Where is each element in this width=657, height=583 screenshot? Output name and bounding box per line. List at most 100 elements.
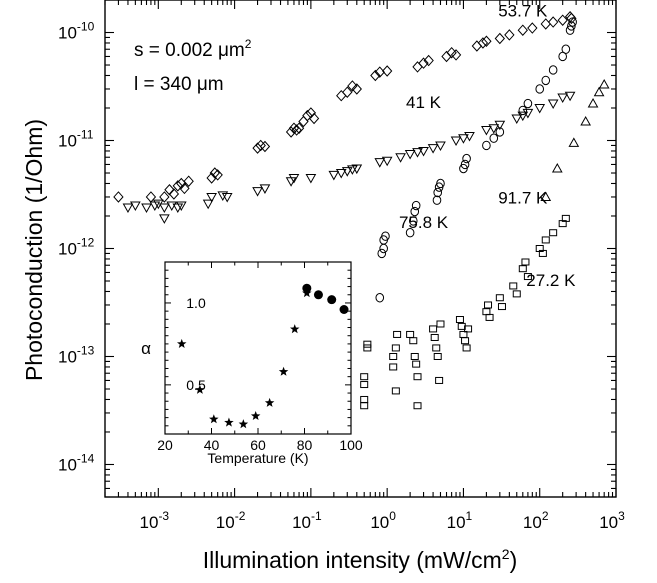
x-tick-label: 102 <box>523 509 549 532</box>
data-point-diamond <box>179 182 190 195</box>
data-point-diamond <box>209 167 220 179</box>
area-annotation: s = 0.002 μm2 <box>134 37 252 61</box>
data-point-circle <box>495 127 505 137</box>
data-point-circle <box>375 293 385 303</box>
data-point-square <box>433 352 442 360</box>
data-point-triangle-down <box>335 169 347 179</box>
inset-tick-labels: 20 40 60 80 100 0.5 1.0 <box>157 295 363 453</box>
data-point-triangle-down <box>404 149 416 160</box>
data-point-square <box>406 330 415 338</box>
data-point-square <box>430 333 439 341</box>
data-point-triangle-down <box>130 201 141 212</box>
data-point-square <box>435 376 444 384</box>
data-point-triangle-down <box>328 170 340 181</box>
series-label: 53.7 K <box>498 2 548 21</box>
data-point-diamond <box>255 139 266 152</box>
data-point-circle <box>568 17 577 27</box>
data-point-circle <box>535 84 545 94</box>
data-point-triangle-down <box>381 156 393 167</box>
data-point-diamond <box>450 49 462 61</box>
inset-point-star <box>238 419 249 429</box>
data-point-triangle-down <box>412 148 423 158</box>
data-point-square <box>360 402 369 410</box>
y-tick-label: 10-10 <box>58 20 95 43</box>
inset-y-tick-label: 1.0 <box>186 295 206 311</box>
data-point-square <box>455 316 464 324</box>
data-point-triangle-down <box>305 173 317 184</box>
data-point-diamond <box>212 169 223 181</box>
inset-point-star <box>209 414 219 424</box>
data-point-triangle-down <box>175 201 187 212</box>
data-point-diamond <box>517 24 528 36</box>
data-point-diamond <box>566 12 577 25</box>
data-point-diamond <box>351 83 362 95</box>
data-point-triangle-down <box>488 124 500 134</box>
data-point-diamond <box>481 35 492 47</box>
data-point-triangle-down <box>141 203 152 213</box>
data-point-square <box>363 340 372 348</box>
series-91_7-K <box>540 78 610 201</box>
data-point-diamond <box>347 80 358 92</box>
length-annotation: l = 340 μm <box>134 74 224 95</box>
data-point-circle <box>433 187 443 198</box>
data-point-square <box>412 360 421 368</box>
inset-data-points <box>176 283 349 429</box>
data-point-circle <box>459 163 468 174</box>
data-point-square <box>360 395 369 403</box>
series-label: 75.8 K <box>399 213 449 232</box>
inset-x-tick-label: 40 <box>204 437 220 453</box>
data-point-square <box>413 402 422 410</box>
data-point-circle <box>567 21 576 31</box>
data-point-diamond <box>259 140 271 153</box>
data-point-square <box>549 229 558 237</box>
data-point-diamond <box>308 112 320 125</box>
data-point-square <box>360 373 369 381</box>
data-point-triangle-down <box>351 164 363 175</box>
data-point-diamond <box>342 86 353 98</box>
data-point-diamond <box>441 50 452 63</box>
data-point-circle <box>565 25 575 35</box>
inset-point-filled-circle <box>339 305 349 315</box>
data-point-triangle-up <box>598 78 610 89</box>
data-point-triangle-down <box>418 146 429 157</box>
data-point-circle <box>548 65 558 75</box>
data-point-diamond <box>477 37 489 49</box>
data-point-circle <box>436 178 445 189</box>
data-point-square <box>389 352 398 360</box>
main-tick-labels: 10-3 10-2 10-1 100 101 102 103 10-14 10-13 10-12 1… <box>58 20 625 532</box>
y-tick-label: 10-12 <box>58 236 95 259</box>
data-point-square <box>410 352 419 360</box>
data-point-triangle-down <box>511 114 523 124</box>
data-point-square <box>389 363 398 371</box>
data-point-square <box>462 344 471 352</box>
data-point-diamond <box>159 191 170 203</box>
main-data-points <box>113 10 610 410</box>
data-point-diamond <box>302 109 313 122</box>
data-point-diamond <box>446 46 457 59</box>
inset-point-star <box>278 366 289 376</box>
data-point-square <box>521 258 530 266</box>
inset-axis-ticks <box>164 261 352 434</box>
data-point-diamond <box>168 188 180 200</box>
data-point-triangle-down <box>206 192 217 203</box>
series-label: 27.2 K <box>526 271 576 290</box>
x-axis-title: Illumination intensity (mW/cm2) <box>203 546 518 573</box>
data-point-square <box>518 265 527 273</box>
x-tick-label: 10-1 <box>292 509 322 532</box>
data-point-circle <box>523 98 533 109</box>
inset-point-star <box>250 410 261 421</box>
data-point-diamond <box>285 126 297 138</box>
data-point-diamond <box>113 191 124 203</box>
y-tick-label: 10-13 <box>58 343 95 366</box>
data-point-diamond <box>291 124 302 136</box>
data-point-circle <box>432 195 442 205</box>
x-tick-label: 10-2 <box>216 509 246 532</box>
data-point-triangle-down <box>427 144 439 154</box>
data-point-diamond <box>370 69 381 82</box>
data-point-square <box>413 373 422 381</box>
series-53_7-K <box>113 10 577 203</box>
x-tick-label: 103 <box>599 509 625 532</box>
data-point-triangle-down <box>534 103 546 114</box>
data-point-triangle-down <box>259 184 271 194</box>
data-point-triangle-up <box>580 115 591 126</box>
